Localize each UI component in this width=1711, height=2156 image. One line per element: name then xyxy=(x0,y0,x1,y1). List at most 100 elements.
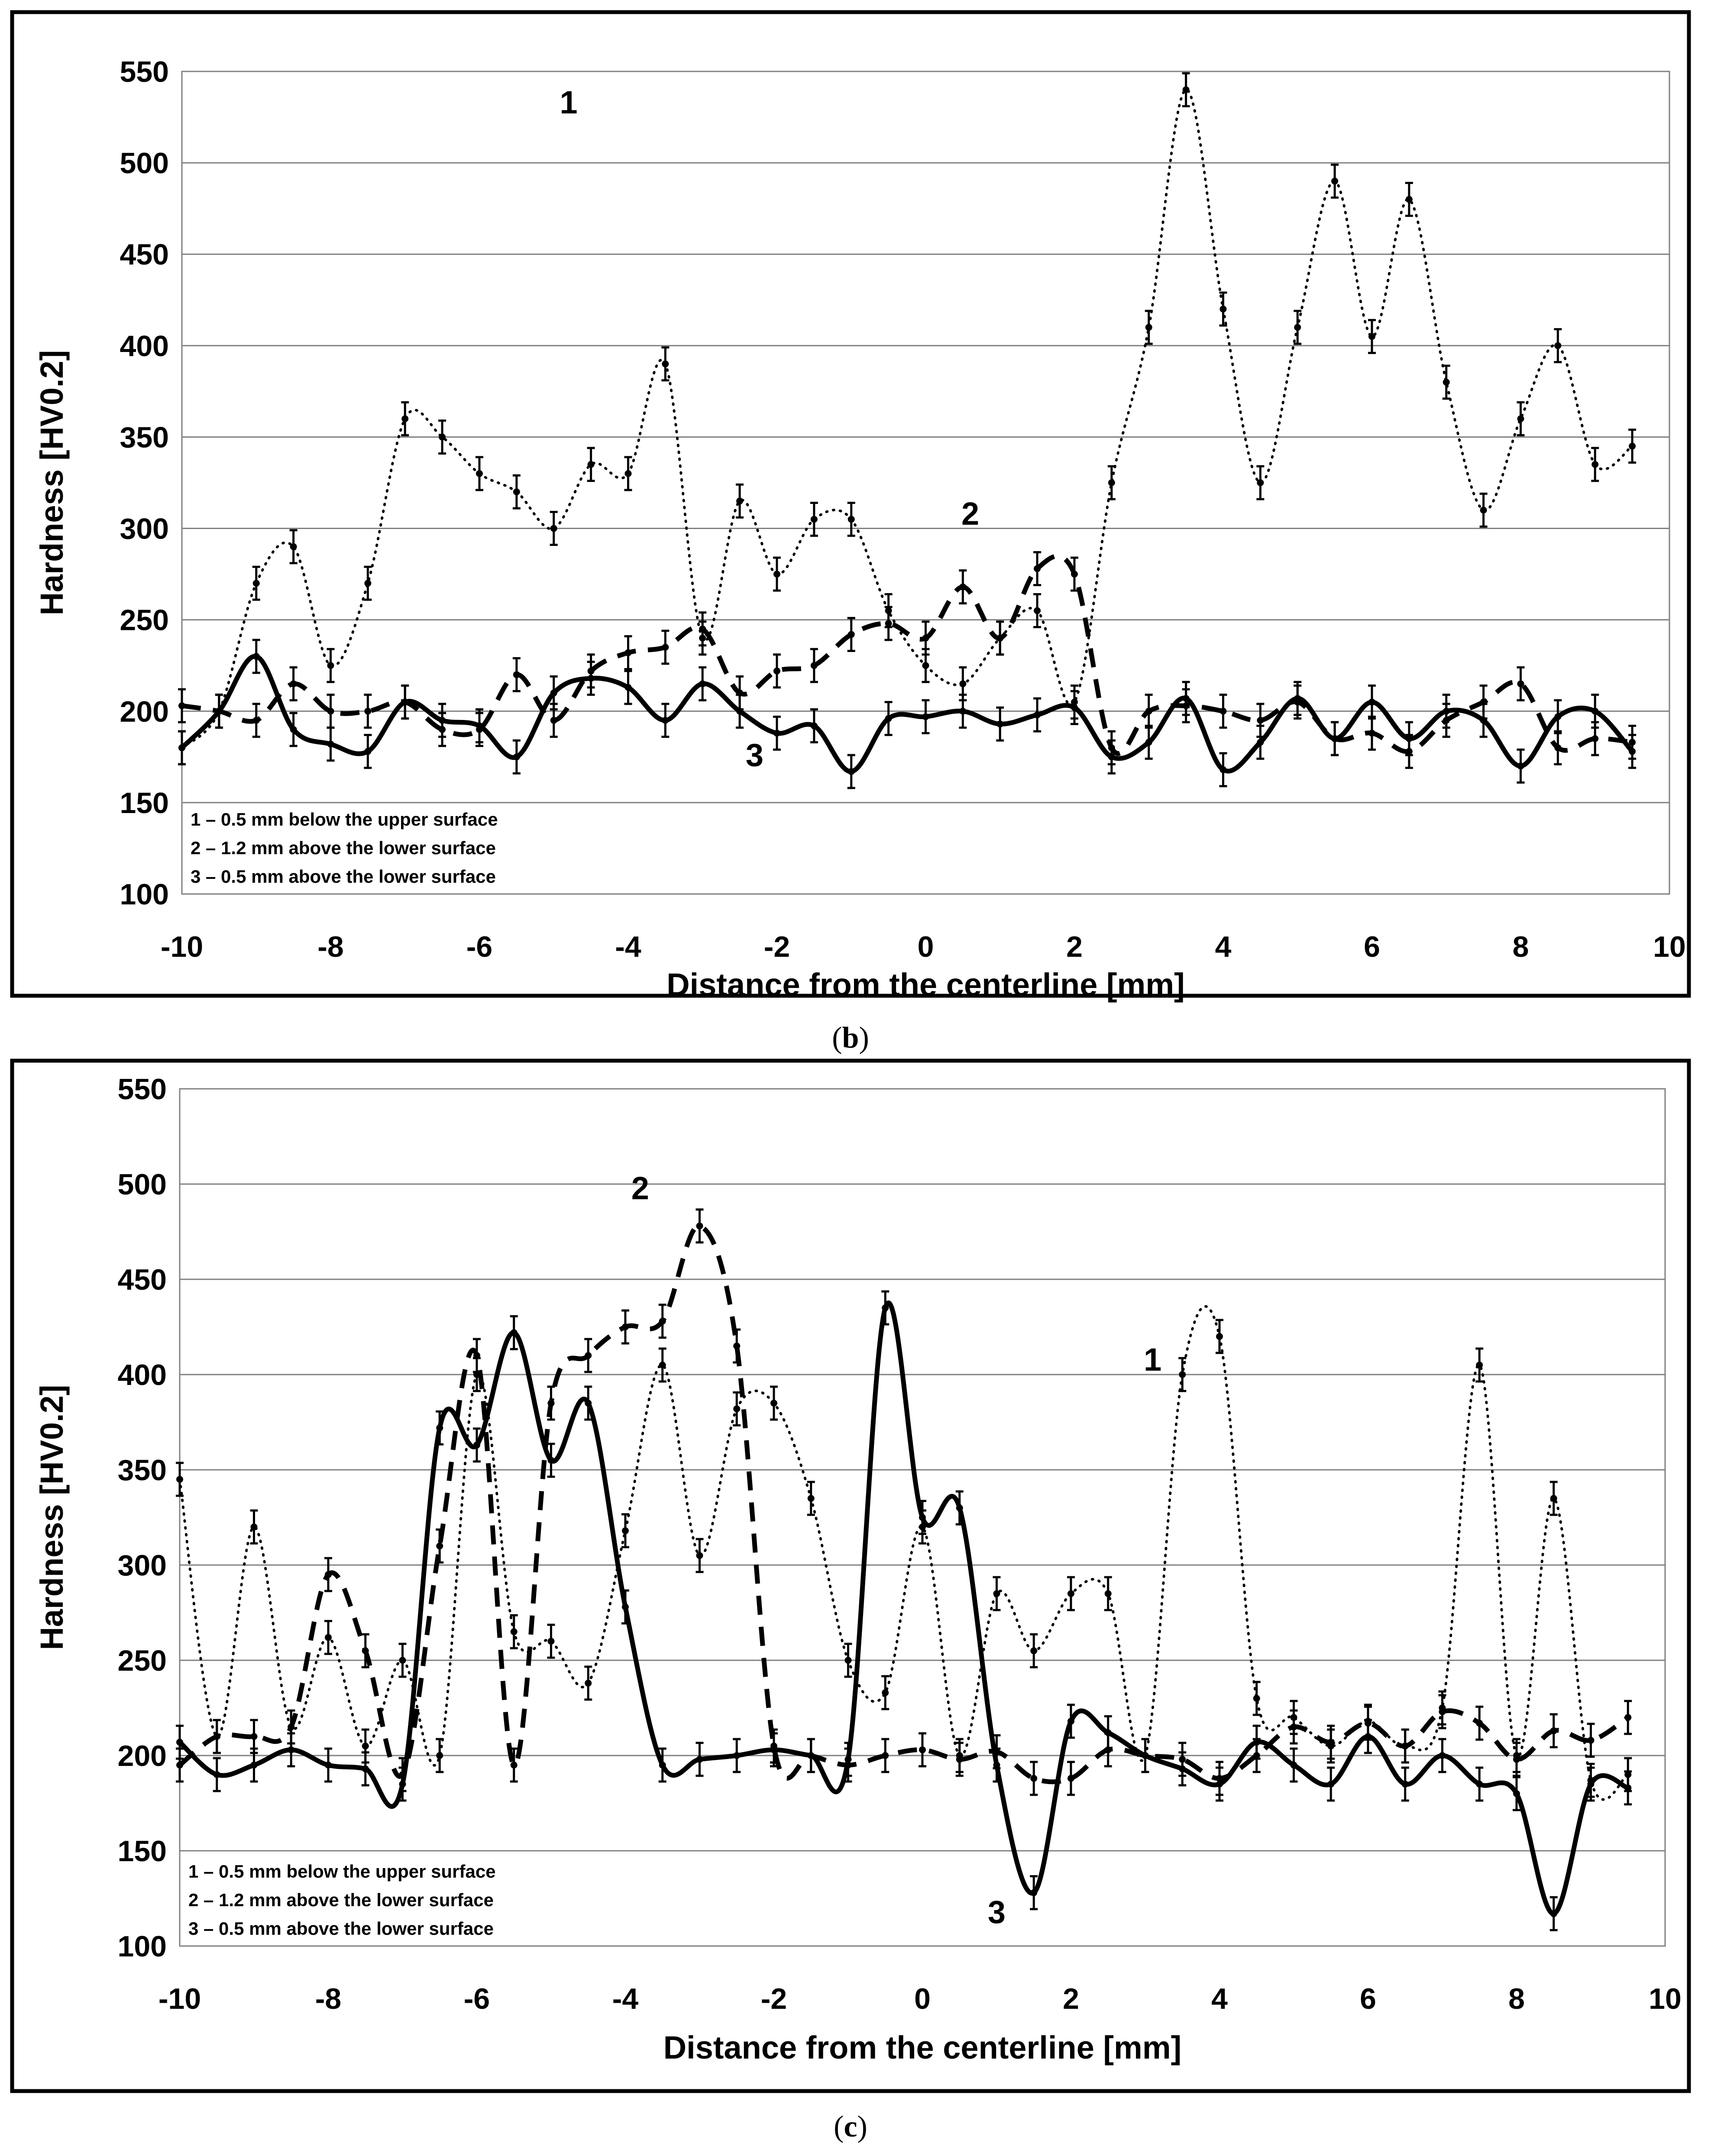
marker xyxy=(290,543,297,550)
data-point xyxy=(955,1490,964,1526)
y-axis-title: Hardness [HV0.2] xyxy=(34,350,70,616)
data-point xyxy=(810,648,818,683)
marker xyxy=(1365,1733,1371,1740)
data-point xyxy=(1587,1766,1595,1802)
marker xyxy=(1142,1752,1149,1759)
data-point xyxy=(1438,1738,1446,1773)
y-tick-label: 450 xyxy=(118,1263,167,1296)
marker xyxy=(178,744,185,752)
marker xyxy=(325,1634,332,1641)
y-tick-label: 500 xyxy=(120,147,169,180)
x-tick-label: -4 xyxy=(615,930,641,963)
data-point xyxy=(1033,697,1041,733)
data-point xyxy=(289,666,298,701)
data-point xyxy=(287,1732,295,1768)
marker xyxy=(662,717,669,724)
data-point xyxy=(250,1719,258,1754)
marker xyxy=(364,707,372,715)
marker xyxy=(1327,1781,1335,1788)
marker xyxy=(587,461,595,468)
marker xyxy=(1145,739,1152,746)
data-point xyxy=(847,616,855,652)
data-point xyxy=(327,694,335,729)
x-tick-label: -10 xyxy=(158,1982,201,2015)
data-point xyxy=(658,1304,666,1339)
data-point xyxy=(996,620,1004,656)
marker xyxy=(733,1752,741,1759)
data-point xyxy=(512,739,521,775)
data-point xyxy=(398,1766,407,1802)
data-point xyxy=(919,1732,926,1768)
series-label-3: 3 xyxy=(988,1894,1006,1930)
data-point xyxy=(324,1620,332,1655)
plot-area xyxy=(181,71,1670,895)
data-point xyxy=(733,1328,741,1364)
data-point xyxy=(178,730,186,765)
data-point xyxy=(1368,684,1376,720)
data-point xyxy=(364,565,372,601)
y-tick-label: 250 xyxy=(118,1644,167,1677)
marker xyxy=(436,1543,443,1549)
marker xyxy=(547,1457,555,1464)
marker xyxy=(993,1590,1000,1597)
marker xyxy=(176,1739,183,1746)
x-tick-label: -2 xyxy=(764,930,790,963)
data-point xyxy=(1513,1742,1520,1777)
marker xyxy=(250,1523,258,1530)
data-point xyxy=(695,1742,704,1777)
y-tick-label: 200 xyxy=(120,695,169,728)
marker xyxy=(513,671,520,678)
data-point xyxy=(1030,1761,1038,1796)
data-point xyxy=(695,1538,704,1573)
data-point xyxy=(1517,666,1525,701)
y-tick-label: 550 xyxy=(118,1073,167,1106)
marker xyxy=(213,1733,220,1740)
y-tick-label: 350 xyxy=(120,421,169,454)
marker xyxy=(696,1222,703,1230)
y-tick-label: 450 xyxy=(120,238,169,271)
marker xyxy=(362,1647,369,1654)
data-point xyxy=(1475,1766,1484,1802)
data-point xyxy=(547,1623,555,1659)
data-point xyxy=(661,703,670,738)
x-tick-label: -8 xyxy=(315,1982,341,2015)
data-point xyxy=(401,684,409,720)
marker xyxy=(1104,1590,1112,1597)
data-point xyxy=(1071,556,1078,592)
marker xyxy=(624,649,632,656)
data-point xyxy=(1290,1747,1298,1783)
marker xyxy=(364,580,372,587)
data-point xyxy=(289,712,298,747)
marker xyxy=(847,768,855,775)
marker xyxy=(959,680,967,687)
y-tick-label: 400 xyxy=(120,329,169,362)
data-point xyxy=(510,1614,518,1649)
data-point xyxy=(770,1732,778,1768)
data-point xyxy=(178,688,186,723)
x-tick-label: -10 xyxy=(161,930,203,963)
x-tick-label: 10 xyxy=(1649,1982,1682,2015)
data-point xyxy=(661,629,670,665)
data-point xyxy=(1405,721,1413,756)
marker xyxy=(1401,1781,1409,1788)
data-point xyxy=(1549,1896,1558,1931)
data-point xyxy=(1256,725,1265,760)
series-line-3 xyxy=(177,1301,1630,1916)
data-point xyxy=(1628,734,1637,769)
data-point xyxy=(1554,328,1562,363)
data-point xyxy=(1479,703,1488,738)
marker xyxy=(1587,1736,1595,1744)
data-point xyxy=(213,1757,221,1792)
marker xyxy=(1253,1695,1260,1702)
marker xyxy=(1294,695,1301,702)
series-line-3 xyxy=(179,654,1635,774)
marker xyxy=(696,1756,703,1763)
data-point xyxy=(807,1738,815,1773)
data-point xyxy=(807,1481,815,1516)
y-tick-label: 350 xyxy=(118,1454,167,1487)
caption-letter: b xyxy=(842,1021,859,1055)
marker xyxy=(585,1352,592,1359)
marker xyxy=(1253,1739,1260,1746)
data-point xyxy=(1219,752,1227,788)
